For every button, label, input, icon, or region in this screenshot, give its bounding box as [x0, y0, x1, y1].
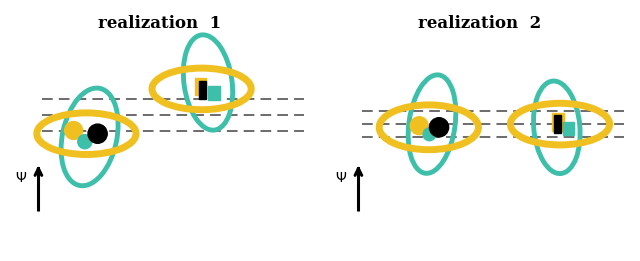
- Circle shape: [88, 124, 107, 143]
- Bar: [199, 81, 206, 98]
- Circle shape: [429, 118, 449, 137]
- Circle shape: [78, 135, 92, 149]
- Bar: [554, 115, 561, 133]
- Circle shape: [65, 122, 83, 139]
- Circle shape: [423, 128, 436, 141]
- Text: $\Psi$: $\Psi$: [335, 171, 347, 186]
- Text: realization  1: realization 1: [99, 15, 221, 32]
- Text: $\Psi$: $\Psi$: [15, 171, 27, 186]
- Bar: [563, 122, 575, 135]
- Text: realization  2: realization 2: [419, 15, 541, 32]
- Circle shape: [410, 117, 428, 135]
- Bar: [552, 113, 564, 130]
- Bar: [208, 86, 220, 100]
- Bar: [195, 78, 206, 95]
